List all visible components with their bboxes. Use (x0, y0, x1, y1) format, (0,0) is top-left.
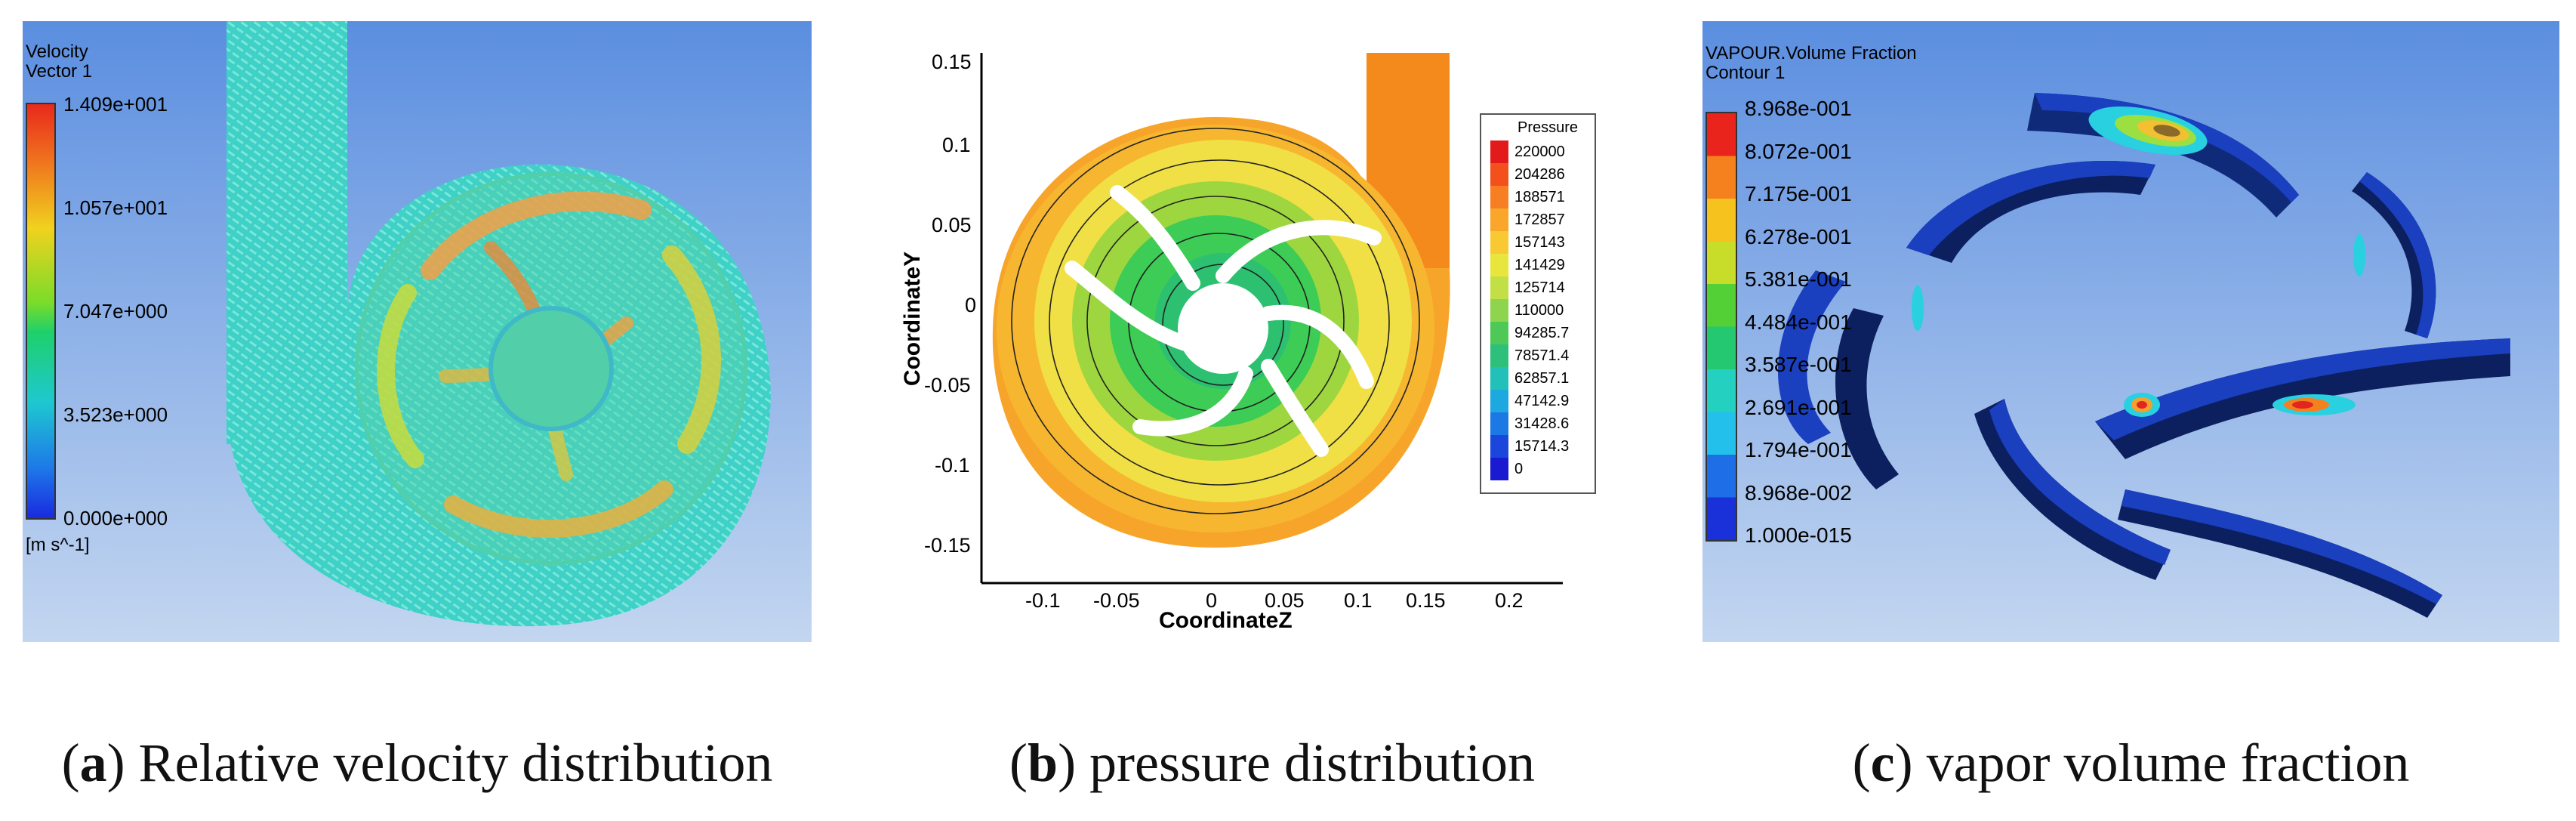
pressure-legend-value: 0 (1514, 461, 1524, 477)
xtick-0: -0.1 (1025, 589, 1061, 612)
caption-b: (b) pressure distribution (1009, 733, 1535, 793)
pressure-xlabel: CoordinateZ (1159, 608, 1293, 633)
panel-velocity: Velocity Vector 1 1.409e+001 1.057e+001 … (23, 21, 812, 642)
xtick-2: 0 (1206, 589, 1218, 612)
velocity-legend-1: 1.057e+001 (63, 196, 168, 219)
velocity-title-line2: Vector 1 (26, 61, 93, 82)
velocity-unit: [m s^-1] (26, 535, 90, 555)
pressure-legend-value: 78571.4 (1514, 347, 1570, 364)
vapor-legend-8: 1.794e-001 (1745, 438, 1852, 461)
pressure-legend-value: 15714.3 (1514, 438, 1570, 455)
velocity-field-plot (226, 21, 771, 627)
vapor-title: VAPOUR.Volume Fraction Contour 1 (1706, 44, 1917, 83)
pressure-legend-value: 47142.9 (1514, 393, 1570, 409)
ytick-0: 0.15 (932, 51, 972, 73)
ytick-3: 0 (965, 294, 977, 316)
velocity-legend-2: 7.047e+000 (63, 300, 168, 323)
pressure-legend-value: 125714 (1514, 279, 1565, 296)
pressure-legend-labels: 220000 204286 188571 172857 157143 14142… (1514, 140, 1569, 480)
pressure-legend-value: 94285.7 (1514, 325, 1570, 341)
velocity-legend-0: 1.409e+001 (63, 93, 168, 116)
pressure-legend-value: 172857 (1514, 211, 1565, 228)
pressure-legend-value: 62857.1 (1514, 370, 1570, 387)
ytick-1: 0.1 (942, 134, 971, 156)
xtick-6: 0.2 (1495, 589, 1524, 612)
vapor-legend-3: 6.278e-001 (1745, 225, 1852, 248)
pressure-plot (980, 53, 1563, 585)
ytick-2: 0.05 (932, 214, 972, 236)
pressure-legend-value: 204286 (1514, 166, 1565, 183)
pressure-legend-swatches (1490, 140, 1508, 480)
panel-pressure: 0.15 0.1 0.05 0 -0.05 -0.1 -0.15 -0.1 -0… (898, 42, 1646, 646)
caption-a-letter: a (79, 733, 107, 793)
pressure-legend-value: 31428.6 (1514, 415, 1570, 432)
xtick-5: 0.15 (1406, 589, 1446, 612)
ytick-4: -0.05 (924, 374, 971, 397)
pressure-legend-title: Pressure (1518, 119, 1579, 136)
vapor-legend-4: 5.381e-001 (1745, 267, 1852, 291)
ytick-5: -0.1 (935, 454, 970, 477)
xtick-1: -0.05 (1093, 589, 1140, 612)
vapor-legend-7: 2.691e-001 (1745, 396, 1852, 419)
vapor-fraction-plot (1778, 93, 2510, 618)
caption-b-text: pressure distribution (1076, 733, 1535, 793)
velocity-legend-4: 0.000e+000 (63, 507, 168, 529)
vapor-legend-5: 4.484e-001 (1745, 310, 1852, 334)
vapor-legend-2: 7.175e-001 (1745, 182, 1852, 205)
caption-a-text: Relative velocity distribution (125, 733, 773, 793)
blade-surfaces (1778, 93, 2510, 618)
caption-c-letter: c (1870, 733, 1895, 793)
velocity-title-line1: Velocity (26, 42, 88, 62)
pressure-legend-value: 188571 (1514, 189, 1565, 205)
pressure-legend-value: 157143 (1514, 234, 1565, 251)
inlet-pipe (226, 21, 347, 444)
caption-b-letter: b (1028, 733, 1058, 793)
panel-vapor: VAPOUR.Volume Fraction Contour 1 8.968e-… (1702, 21, 2559, 642)
caption-c: (c) vapor volume fraction (1852, 733, 2410, 793)
vapor-legend-1: 8.072e-001 (1745, 140, 1852, 163)
caption-a: (a) Relative velocity distribution (61, 733, 773, 793)
vapor-legend-0: 8.968e-001 (1745, 97, 1852, 120)
impeller-blades (1065, 185, 1382, 457)
vapor-legend-9: 8.968e-002 (1745, 481, 1852, 505)
pressure-ylabel: CoordinateY (900, 251, 926, 387)
caption-c-text: vapor volume fraction (1912, 733, 2410, 793)
xtick-3: 0.05 (1265, 589, 1305, 612)
vapor-title-line2: Contour 1 (1706, 63, 1786, 83)
impeller-eye (488, 306, 614, 431)
vapor-title-line1: VAPOUR.Volume Fraction (1706, 43, 1917, 63)
xtick-4: 0.1 (1344, 589, 1373, 612)
pressure-legend-value: 141429 (1514, 257, 1565, 273)
velocity-colorbar (26, 103, 56, 520)
vapor-legend-10: 1.000e-015 (1745, 523, 1852, 547)
pressure-legend-value: 110000 (1514, 302, 1564, 319)
velocity-legend-3: 3.523e+000 (63, 403, 168, 426)
vapor-colorbar (1706, 112, 1737, 542)
ytick-6: -0.15 (924, 534, 971, 557)
pressure-legend-value: 220000 (1514, 144, 1565, 160)
pressure-legend: Pressure 220000 204286 188571 172857 157… (1480, 113, 1596, 494)
vapor-legend-6: 3.587e-001 (1745, 353, 1852, 376)
cavitation-hotspots (1912, 106, 2365, 417)
velocity-title: Velocity Vector 1 (26, 42, 92, 82)
